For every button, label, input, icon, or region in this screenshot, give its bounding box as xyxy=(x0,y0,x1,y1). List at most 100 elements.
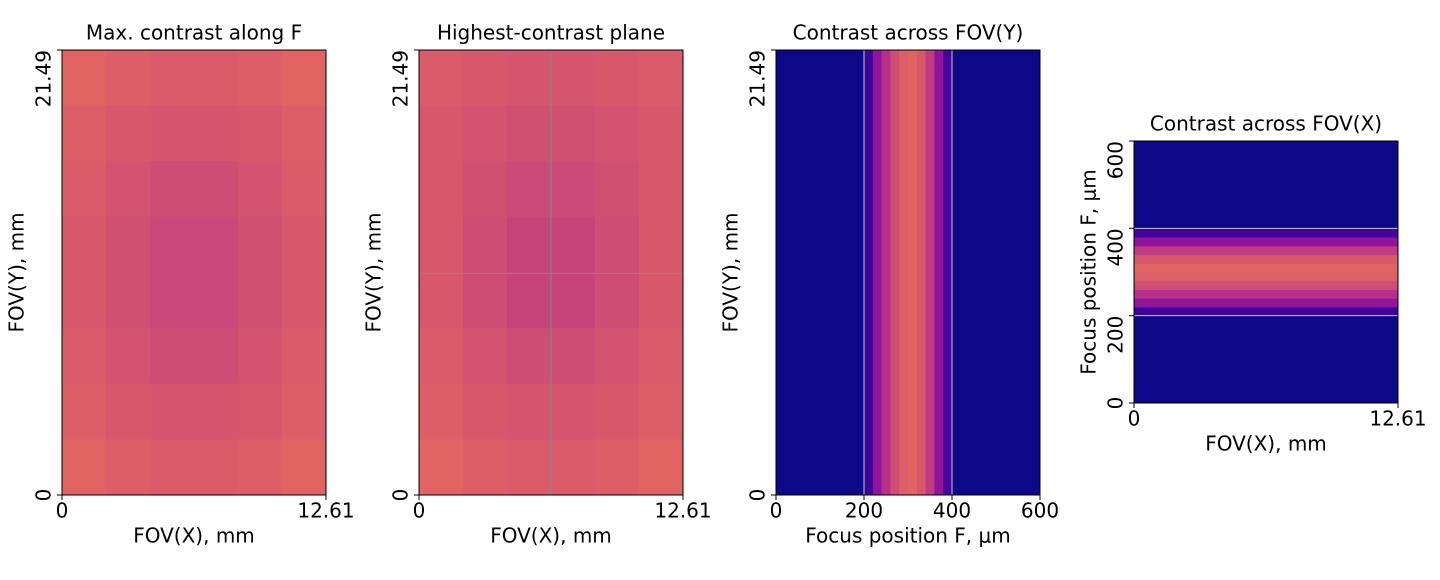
x-axis-label: FOV(X), mm xyxy=(133,524,255,548)
heatmap-cell xyxy=(639,383,684,440)
profile-band xyxy=(960,50,971,495)
heatmap-cell xyxy=(551,383,596,440)
heatmap-cell xyxy=(238,383,283,440)
heatmap-cell xyxy=(106,328,151,385)
x-tick-label: 400 xyxy=(933,499,971,523)
heatmap-cell xyxy=(282,439,327,496)
heatmap-cell xyxy=(639,328,684,385)
y-tick-label: 0 xyxy=(746,489,770,502)
x-axis-label: Focus position F, μm xyxy=(805,524,1010,548)
profile-band xyxy=(1134,167,1398,177)
profile-band xyxy=(793,50,803,495)
profile-band xyxy=(1134,289,1398,299)
heatmap-cell xyxy=(507,216,552,273)
profile-band xyxy=(1031,50,1041,495)
profile-band xyxy=(1134,210,1398,221)
heatmap-cell xyxy=(282,50,327,107)
heatmap-cell xyxy=(463,383,508,440)
x-tick-label: 12.61 xyxy=(1369,407,1426,431)
heatmap-cell xyxy=(238,439,283,496)
heatmap-cell xyxy=(238,50,283,107)
heatmap-cell xyxy=(106,383,151,440)
profile-band xyxy=(802,50,812,495)
heatmap-cell xyxy=(194,328,239,385)
heatmap-cell xyxy=(150,105,195,162)
heatmap-cell xyxy=(150,439,195,496)
heatmap-cell xyxy=(419,439,464,496)
heatmap-cell xyxy=(463,328,508,385)
y-tick-label: 0 xyxy=(32,489,56,502)
profile-band xyxy=(1134,184,1398,194)
heatmap-cell xyxy=(282,216,327,273)
y-tick-label: 400 xyxy=(1104,228,1128,266)
profile-band xyxy=(899,50,909,495)
heatmap-cell xyxy=(595,216,640,273)
y-axis-label: FOV(Y), mm xyxy=(719,212,743,332)
profile-band xyxy=(908,50,918,495)
heatmap-cell xyxy=(551,272,596,329)
heatmap-cell xyxy=(551,161,596,218)
profile-band xyxy=(828,50,839,495)
heatmap-cell xyxy=(150,328,195,385)
heatmap-cell xyxy=(282,105,327,162)
heatmap-cell xyxy=(463,439,508,496)
profile-band xyxy=(1134,228,1398,238)
heatmap-cell xyxy=(150,216,195,273)
heatmap-cell xyxy=(639,439,684,496)
x-tick-label: 12.61 xyxy=(297,499,354,523)
heatmap-cell xyxy=(106,161,151,218)
heatmap-cell xyxy=(507,50,552,107)
heatmap-cell xyxy=(551,328,596,385)
profile-band xyxy=(916,50,927,495)
profile-band xyxy=(978,50,988,495)
axes-frame xyxy=(1133,140,1399,404)
profile-band xyxy=(784,50,795,495)
heatmap-cell xyxy=(639,161,684,218)
profile-band xyxy=(1134,245,1398,256)
profile-band xyxy=(952,50,962,495)
heatmap-cell xyxy=(507,105,552,162)
y-tick-label: 600 xyxy=(1104,141,1128,179)
heatmap-cell xyxy=(150,272,195,329)
heatmap-cell xyxy=(62,161,107,218)
heatmap-cell xyxy=(62,105,107,162)
profile-band xyxy=(1134,149,1398,159)
heatmap-cell xyxy=(194,161,239,218)
heatmap-cell xyxy=(419,383,464,440)
heatmap-cell xyxy=(595,383,640,440)
heatmap-cell xyxy=(194,216,239,273)
heatmap-cell xyxy=(419,105,464,162)
profile-band xyxy=(776,50,786,495)
x-tick-label: 12.61 xyxy=(654,499,711,523)
profile-band xyxy=(1134,298,1398,308)
axes-frame xyxy=(61,49,327,496)
heatmap-cell xyxy=(419,272,464,329)
heatmap-cell xyxy=(194,439,239,496)
heatmap-cell xyxy=(507,383,552,440)
heatmap-cell xyxy=(238,272,283,329)
heatmap-cell xyxy=(282,161,327,218)
heatmap-cell xyxy=(551,50,596,107)
heatmap-cell xyxy=(62,439,107,496)
profile-band xyxy=(846,50,856,495)
profile-band xyxy=(1134,324,1398,334)
x-tick-label: 0 xyxy=(770,499,783,523)
heatmap-cell xyxy=(507,161,552,218)
chart-title: Contrast across FOV(Y) xyxy=(793,21,1024,45)
heatmap-cell xyxy=(639,272,684,329)
y-tick-label: 21.49 xyxy=(389,50,413,107)
heatmap-cell xyxy=(106,272,151,329)
x-axis-label: FOV(X), mm xyxy=(1205,432,1327,456)
profile-band xyxy=(820,50,830,495)
profile-band xyxy=(1134,280,1398,290)
heatmap-cell xyxy=(595,439,640,496)
profile-band xyxy=(1013,50,1023,495)
heatmap-cell xyxy=(150,50,195,107)
chart-title: Contrast across FOV(X) xyxy=(1150,112,1382,136)
profile-band xyxy=(1134,193,1398,203)
profile-band xyxy=(969,50,979,495)
profile-band xyxy=(1134,333,1398,343)
y-axis-label: Focus position F, μm xyxy=(1077,169,1101,374)
y-tick-label: 21.49 xyxy=(746,50,770,107)
